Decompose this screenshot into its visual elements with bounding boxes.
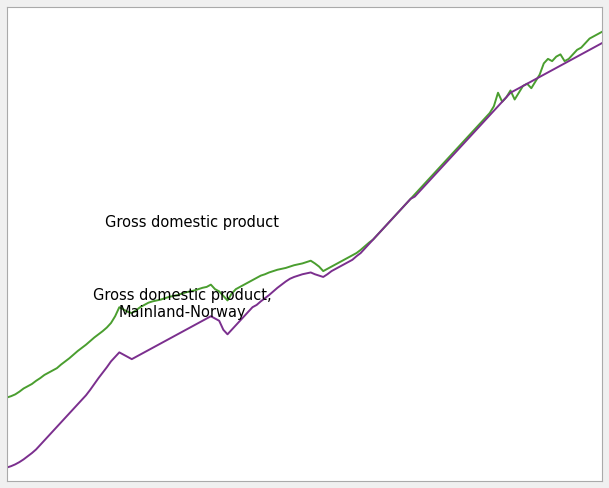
Text: Gross domestic product,
Mainland-Norway: Gross domestic product, Mainland-Norway [93,288,272,321]
Text: Gross domestic product: Gross domestic product [105,215,279,230]
